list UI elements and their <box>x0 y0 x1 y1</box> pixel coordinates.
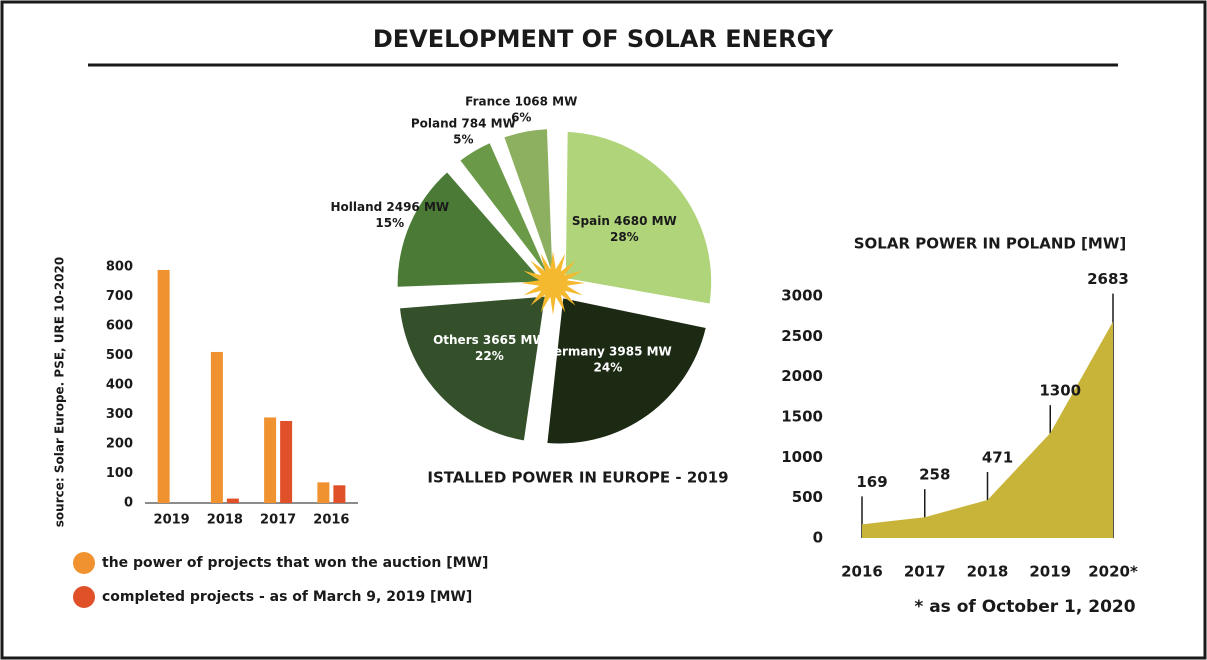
bar <box>317 482 330 503</box>
y-tick-label: 300 <box>106 407 133 422</box>
pie-slice <box>565 132 712 304</box>
bar <box>280 420 293 503</box>
slice-label: Holland 2496 MW <box>330 200 449 214</box>
pie-slice <box>504 129 553 274</box>
legend-label: the power of projects that won the aucti… <box>102 555 488 571</box>
y-tick-label: 500 <box>106 348 133 363</box>
x-tick-label: 2016 <box>841 563 883 581</box>
y-tick-label: 200 <box>106 437 133 452</box>
x-tick-label: 2017 <box>260 513 296 528</box>
bar <box>264 417 277 503</box>
y-tick-label: 2000 <box>781 367 823 385</box>
bar <box>157 269 170 503</box>
y-tick-label: 600 <box>106 319 133 334</box>
x-tick-label: 2017 <box>904 563 946 581</box>
y-tick-label: 3000 <box>781 287 823 305</box>
y-tick-label: 500 <box>792 488 823 506</box>
y-tick-label: 2500 <box>781 327 823 345</box>
slice-label: Germany 3985 MW <box>544 344 672 358</box>
data-label: 471 <box>982 449 1013 467</box>
source-note: source: Solar Europe. PSE, URE 10-2020 <box>53 257 67 527</box>
bar <box>226 498 239 503</box>
footnote: * as of October 1, 2020 <box>914 597 1135 617</box>
x-tick-label: 2016 <box>313 513 349 528</box>
data-label: 169 <box>856 473 887 491</box>
slice-percent: 15% <box>375 216 404 230</box>
data-label: 1300 <box>1039 382 1081 400</box>
y-tick-label: 700 <box>106 289 133 304</box>
y-tick-label: 0 <box>813 529 823 547</box>
pie-slice <box>397 172 543 287</box>
y-tick-label: 800 <box>106 260 133 275</box>
data-label: 258 <box>919 466 950 484</box>
slice-percent: 22% <box>475 349 504 363</box>
sun-icon <box>521 251 585 315</box>
chart-title: SOLAR POWER IN POLAND [MW] <box>854 235 1126 253</box>
bar <box>333 485 346 503</box>
slice-percent: 24% <box>594 360 623 374</box>
y-tick-label: 400 <box>106 378 133 393</box>
x-tick-label: 2019 <box>1029 563 1071 581</box>
pie-slice <box>460 143 548 275</box>
bar <box>210 351 223 503</box>
y-tick-label: 0 <box>124 496 133 511</box>
y-tick-label: 100 <box>106 466 133 481</box>
slice-percent: 28% <box>610 230 639 244</box>
slice-percent: 5% <box>453 133 473 147</box>
x-tick-label: 2020* <box>1088 563 1138 581</box>
data-label: 2683 <box>1087 270 1129 288</box>
slice-label: France 1068 MW <box>465 95 577 109</box>
pie-slice <box>400 296 545 441</box>
y-tick-label: 1000 <box>781 448 823 466</box>
pie-title: ISTALLED POWER IN EUROPE - 2019 <box>427 469 728 487</box>
slice-label: Spain 4680 MW <box>572 214 677 228</box>
area <box>862 321 1113 538</box>
pie-slice <box>547 298 706 444</box>
y-tick-label: 1500 <box>781 408 823 426</box>
x-tick-label: 2018 <box>207 513 243 528</box>
legend-swatch <box>73 586 95 608</box>
x-tick-label: 2018 <box>967 563 1009 581</box>
page-title: DEVELOPMENT OF SOLAR ENERGY <box>373 25 834 53</box>
legend-label: completed projects - as of March 9, 2019… <box>102 589 472 605</box>
slice-label: Poland 784 MW <box>411 117 516 131</box>
slice-percent: 6% <box>511 111 531 125</box>
legend-swatch <box>73 552 95 574</box>
slice-label: Others 3665 MW <box>433 333 546 347</box>
x-tick-label: 2019 <box>154 513 190 528</box>
